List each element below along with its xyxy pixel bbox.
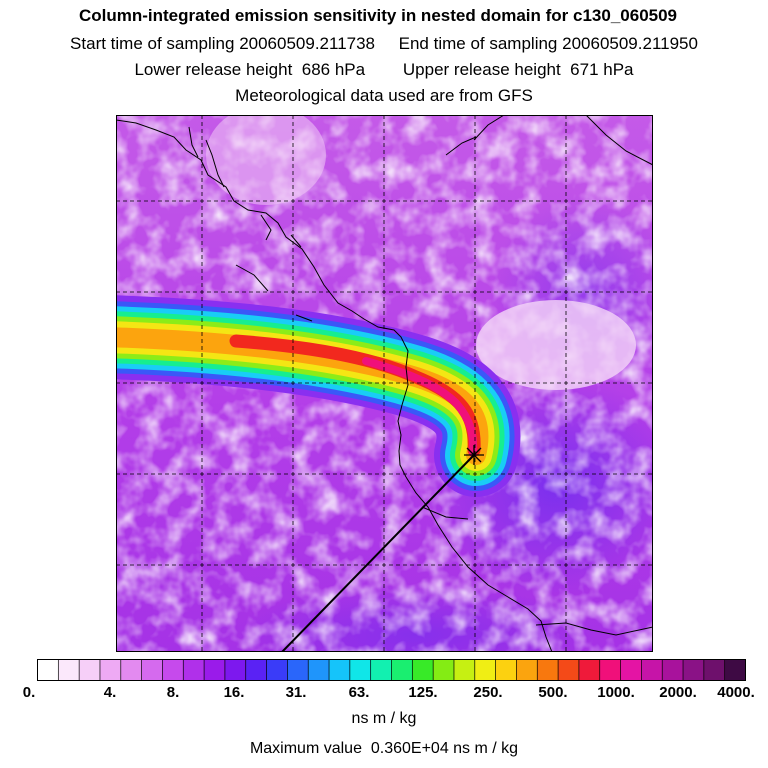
colorbar-tick: 1000. [597, 684, 635, 701]
colorbar-swatch [58, 659, 80, 681]
upper-release-label: Upper release height [402, 60, 561, 79]
colorbar-swatch [599, 659, 621, 681]
colorbar-swatch [224, 659, 247, 681]
end-time-value: 20060509.211950 [562, 34, 698, 53]
colorbar-tick: 250. [473, 684, 503, 701]
colorbar-swatch [537, 659, 559, 681]
coastline-north-america [116, 119, 409, 478]
colorbar [37, 659, 746, 681]
colorbar-tick: 500. [538, 684, 568, 701]
colorbar-swatch [683, 659, 705, 681]
coastline-east [535, 115, 653, 636]
start-time-value: 20060509.211738 [239, 34, 376, 53]
colorbar-frame [37, 659, 746, 681]
country-border [235, 264, 469, 520]
colorbar-swatch [370, 659, 392, 681]
sensitivity-map [116, 115, 653, 652]
colorbar-tick: 4. [103, 684, 117, 701]
light-patch [206, 115, 326, 205]
flight-track [281, 454, 475, 652]
max-value-label: Maximum value [249, 740, 362, 757]
colorbar-swatch [162, 659, 184, 681]
max-value: 0.360E+04 ns m / kg [370, 740, 519, 757]
colorbar-swatch [183, 659, 205, 681]
colorbar-tick: 8. [166, 684, 180, 701]
map-frame [116, 115, 653, 652]
colorbar-units: ns m / kg [351, 710, 417, 727]
colorbar-swatch [266, 659, 288, 681]
end-time-label: End time of sampling [398, 34, 558, 53]
colorbar-swatch [349, 659, 372, 681]
upper-release-value: 671 hPa [570, 60, 634, 79]
colorbar-swatch [99, 659, 122, 681]
coastline-peninsula [188, 126, 225, 188]
colorbar-tick: 4000. [717, 684, 755, 701]
plume-band-magenta [362, 357, 478, 457]
colorbar-cells [37, 659, 746, 681]
colorbar-swatch [204, 659, 226, 681]
plot-title: Column-integrated emission sensitivity i… [78, 6, 678, 25]
colorbar-swatch [474, 659, 497, 681]
colorbar-tick: 16. [223, 684, 245, 701]
colorbar-swatch [79, 659, 101, 681]
lower-release-label: Lower release height [134, 60, 293, 79]
met-data-note: Meteorological data used are from GFS [235, 86, 533, 105]
colorbar-swatch [620, 659, 642, 681]
colorbar-tick: 125. [408, 684, 438, 701]
colorbar-swatch [724, 659, 746, 681]
lat-lon-grid [116, 115, 653, 652]
colorbar-swatch [391, 659, 413, 681]
colorbar-swatch [141, 659, 163, 681]
colorbar-tick: 2000. [659, 684, 697, 701]
maximum-value-line: Maximum value 0.360E+04 ns m / kg [0, 740, 768, 758]
colorbar-swatch [433, 659, 455, 681]
colorbar-swatch [703, 659, 726, 681]
colorbar-swatch [329, 659, 351, 681]
light-patch [476, 300, 636, 390]
start-time-label: Start time of sampling [70, 34, 235, 53]
colorbar-swatch [662, 659, 684, 681]
colorbar-swatch [495, 659, 517, 681]
colorbar-swatch [641, 659, 663, 681]
colorbar-tick: 0. [22, 684, 36, 701]
colorbar-swatch [308, 659, 330, 681]
release-heights-line: Lower release height 686 hPa Upper relea… [0, 60, 768, 80]
release-point-marker [464, 445, 484, 465]
emission-plume [116, 295, 521, 497]
colorbar-swatch [412, 659, 434, 681]
colorbar-swatch [578, 659, 601, 681]
lower-release-value: 686 hPa [301, 60, 366, 79]
coastline-caribbean [445, 115, 505, 156]
colorbar-swatch [516, 659, 538, 681]
colorbar-tick: 63. [348, 684, 370, 701]
colorbar-swatch [287, 659, 309, 681]
sampling-times-line: Start time of sampling 20060509.211738 E… [0, 34, 768, 54]
colorbar-tick: 31. [285, 684, 307, 701]
colorbar-swatch [245, 659, 267, 681]
colorbar-swatch [453, 659, 476, 681]
colorbar-swatch [558, 659, 580, 681]
colorbar-swatch [120, 659, 143, 681]
colorbar-swatch [37, 659, 59, 681]
